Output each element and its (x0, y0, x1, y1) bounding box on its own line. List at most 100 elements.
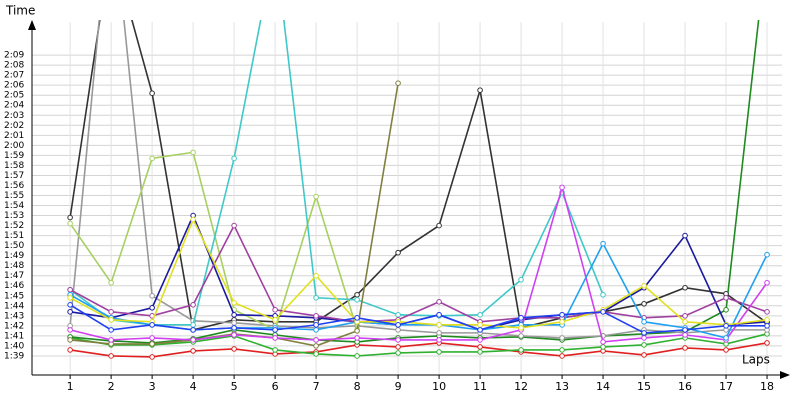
point (600, 339, 606, 345)
point (108, 337, 114, 343)
point (67, 220, 73, 227)
y-tick-label: 1:39 (4, 351, 24, 361)
point (190, 302, 196, 308)
point (190, 322, 196, 328)
point (764, 323, 770, 329)
point (395, 344, 401, 350)
plot-area (67, 20, 770, 360)
y-tick-label: 1:58 (4, 161, 24, 171)
y-tick-label: 1:42 (4, 321, 24, 331)
y-tick-label: 2:02 (4, 121, 24, 131)
point (67, 309, 73, 315)
x-tick-label: 15 (637, 380, 651, 393)
y-tick-label: 1:57 (4, 171, 24, 181)
point (231, 332, 237, 338)
series-line (69, 184, 768, 343)
point (682, 313, 688, 319)
point (641, 300, 647, 307)
point (395, 80, 401, 86)
point (190, 216, 196, 223)
point (67, 286, 73, 293)
point (682, 319, 688, 325)
point (313, 327, 319, 333)
point (559, 184, 565, 191)
point (354, 335, 360, 341)
point (231, 222, 237, 229)
point (477, 337, 483, 343)
point (190, 348, 196, 354)
y-tick-label: 1:52 (4, 221, 24, 231)
point (231, 155, 237, 162)
point (395, 350, 401, 356)
x-tick-label: 14 (596, 380, 610, 393)
point (313, 322, 319, 328)
point (231, 312, 237, 318)
point (231, 299, 237, 306)
point (723, 347, 729, 353)
point (354, 291, 360, 298)
point (149, 90, 155, 97)
point (641, 282, 647, 289)
point (149, 292, 155, 299)
point (231, 346, 237, 352)
point (682, 327, 688, 333)
y-tick-label: 1:55 (4, 191, 24, 201)
point (149, 354, 155, 360)
point (436, 312, 442, 318)
point (559, 335, 565, 341)
point (723, 335, 729, 341)
point (559, 353, 565, 359)
point (149, 155, 155, 162)
point (108, 327, 114, 333)
point (436, 222, 442, 229)
y-axis-arrow (28, 20, 36, 30)
point (190, 337, 196, 343)
y-tick-label: 1:49 (4, 251, 24, 261)
x-tick-label: 10 (432, 380, 446, 393)
point (764, 251, 770, 258)
point (518, 276, 524, 283)
point (272, 327, 278, 333)
point (354, 353, 360, 359)
point (313, 294, 319, 301)
point (313, 343, 319, 349)
point (600, 291, 606, 298)
point (272, 307, 278, 313)
y-tick-label: 2:09 (4, 51, 24, 61)
point (272, 317, 278, 323)
y-axis-label: Time (5, 4, 35, 18)
x-tick-label: 13 (555, 380, 569, 393)
point (600, 344, 606, 350)
point (682, 345, 688, 351)
y-tick-label: 1:40 (4, 341, 24, 351)
point (67, 294, 73, 301)
point (190, 149, 196, 156)
point (190, 327, 196, 333)
point (436, 298, 442, 305)
point (518, 347, 524, 353)
y-tick-label: 2:03 (4, 111, 24, 121)
x-tick-label: 6 (272, 380, 279, 393)
point (641, 330, 647, 336)
point (313, 272, 319, 279)
point (67, 347, 73, 353)
point (518, 315, 524, 321)
point (354, 296, 360, 303)
point (108, 279, 114, 286)
y-tick-label: 1:48 (4, 261, 24, 271)
y-tick-label: 1:51 (4, 231, 24, 241)
y-tick-label: 1:54 (4, 201, 24, 211)
point (313, 337, 319, 343)
point (313, 351, 319, 357)
point (149, 322, 155, 328)
point (436, 330, 442, 336)
x-tick-label: 4 (190, 380, 197, 393)
point (108, 317, 114, 323)
y-tick-label: 1:44 (4, 301, 24, 311)
point (313, 193, 319, 200)
point (518, 333, 524, 339)
point (313, 313, 319, 319)
x-tick-label: 3 (149, 380, 156, 393)
y-tick-label: 2:04 (4, 101, 24, 111)
